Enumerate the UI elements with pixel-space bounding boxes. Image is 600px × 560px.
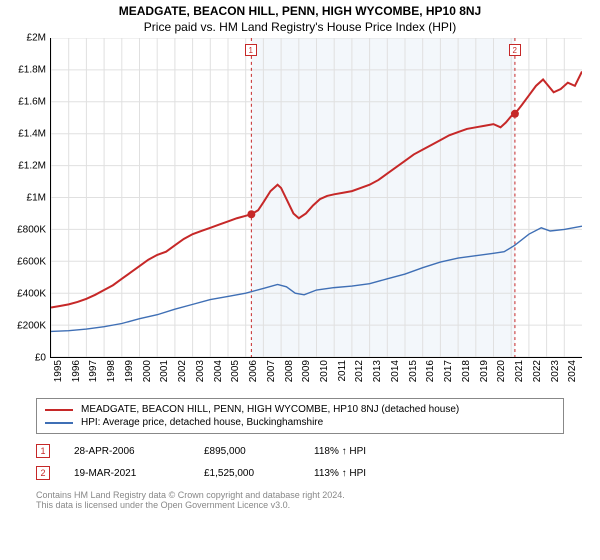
- legend-item: HPI: Average price, detached house, Buck…: [45, 416, 555, 429]
- x-axis-label: 2003: [195, 360, 206, 382]
- sale-pct: 113% ↑ HPI: [314, 468, 366, 479]
- x-axis-label: 2011: [337, 360, 348, 382]
- x-axis-label: 1999: [124, 360, 135, 382]
- x-axis-label: 2012: [354, 360, 365, 382]
- y-axis-label: £200K: [17, 321, 46, 332]
- x-axis-label: 1995: [53, 360, 64, 382]
- x-axis-label: 2007: [266, 360, 277, 382]
- legend-item: MEADGATE, BEACON HILL, PENN, HIGH WYCOMB…: [45, 403, 555, 416]
- line-chart-svg: [51, 38, 582, 357]
- y-axis-label: £1.6M: [18, 97, 46, 108]
- y-axis-label: £1M: [27, 193, 46, 204]
- x-axis-label: 2005: [230, 360, 241, 382]
- y-axis-label: £1.2M: [18, 161, 46, 172]
- attribution: Contains HM Land Registry data © Crown c…: [36, 490, 564, 510]
- sale-date: 19-MAR-2021: [74, 468, 204, 479]
- x-axis-label: 2022: [532, 360, 543, 382]
- y-axis-label: £400K: [17, 289, 46, 300]
- x-axis-label: 2008: [284, 360, 295, 382]
- x-axis-label: 2014: [390, 360, 401, 382]
- sale-price: £1,525,000: [204, 468, 314, 479]
- sale-marker-icon: 2: [36, 466, 50, 480]
- sale-marker-icon: 1: [36, 444, 50, 458]
- sale-pct: 118% ↑ HPI: [314, 446, 366, 457]
- sale-row: 1 28-APR-2006£895,000118% ↑ HPI: [36, 440, 564, 462]
- chart-titles: MEADGATE, BEACON HILL, PENN, HIGH WYCOMB…: [8, 4, 592, 34]
- x-axis-label: 2006: [248, 360, 259, 382]
- sale-marker-on-chart: 1: [245, 44, 257, 56]
- legend: MEADGATE, BEACON HILL, PENN, HIGH WYCOMB…: [36, 398, 564, 434]
- x-axis-label: 2002: [177, 360, 188, 382]
- y-axis-label: £2M: [27, 33, 46, 44]
- sale-marker-on-chart: 2: [509, 44, 521, 56]
- x-axis-label: 2018: [461, 360, 472, 382]
- y-axis-label: £600K: [17, 257, 46, 268]
- x-axis-label: 2016: [425, 360, 436, 382]
- sale-row: 2 19-MAR-2021£1,525,000113% ↑ HPI: [36, 462, 564, 484]
- x-axis-label: 2009: [301, 360, 312, 382]
- sale-date: 28-APR-2006: [74, 446, 204, 457]
- y-axis-label: £800K: [17, 225, 46, 236]
- x-axis-label: 2004: [213, 360, 224, 382]
- x-axis-label: 1996: [71, 360, 82, 382]
- chart-subtitle: Price paid vs. HM Land Registry's House …: [8, 20, 592, 34]
- sale-price: £895,000: [204, 446, 314, 457]
- sales-list: 1 28-APR-2006£895,000118% ↑ HPI 2 19-MAR-20…: [36, 440, 564, 484]
- x-axis-label: 2019: [479, 360, 490, 382]
- x-axis-label: 2015: [408, 360, 419, 382]
- x-axis-label: 2021: [514, 360, 525, 382]
- legend-swatch: [45, 422, 73, 424]
- legend-label: MEADGATE, BEACON HILL, PENN, HIGH WYCOMB…: [81, 404, 459, 415]
- x-axis-label: 2024: [567, 360, 578, 382]
- legend-swatch: [45, 409, 73, 411]
- x-axis-label: 2000: [142, 360, 153, 382]
- chart-plot-area: £0£200K£400K£600K£800K£1M£1.2M£1.4M£1.6M…: [50, 38, 582, 358]
- attribution-line1: Contains HM Land Registry data © Crown c…: [36, 490, 564, 500]
- y-axis-label: £0: [35, 353, 46, 364]
- x-axis-label: 2013: [372, 360, 383, 382]
- x-axis-label: 2023: [550, 360, 561, 382]
- x-axis-label: 2017: [443, 360, 454, 382]
- legend-label: HPI: Average price, detached house, Buck…: [81, 417, 323, 428]
- x-axis-label: 2010: [319, 360, 330, 382]
- x-axis-labels: 1995 1996 1997 1998 1999 2000 2001 2002 2003 2004…: [50, 358, 582, 398]
- attribution-line2: This data is licensed under the Open Gov…: [36, 500, 564, 510]
- x-axis-label: 1998: [106, 360, 117, 382]
- x-axis-label: 2001: [159, 360, 170, 382]
- chart-title-address: MEADGATE, BEACON HILL, PENN, HIGH WYCOMB…: [8, 4, 592, 18]
- x-axis-label: 1997: [88, 360, 99, 382]
- y-axis-label: £1.4M: [18, 129, 46, 140]
- y-axis-label: £1.8M: [18, 65, 46, 76]
- x-axis-label: 2020: [496, 360, 507, 382]
